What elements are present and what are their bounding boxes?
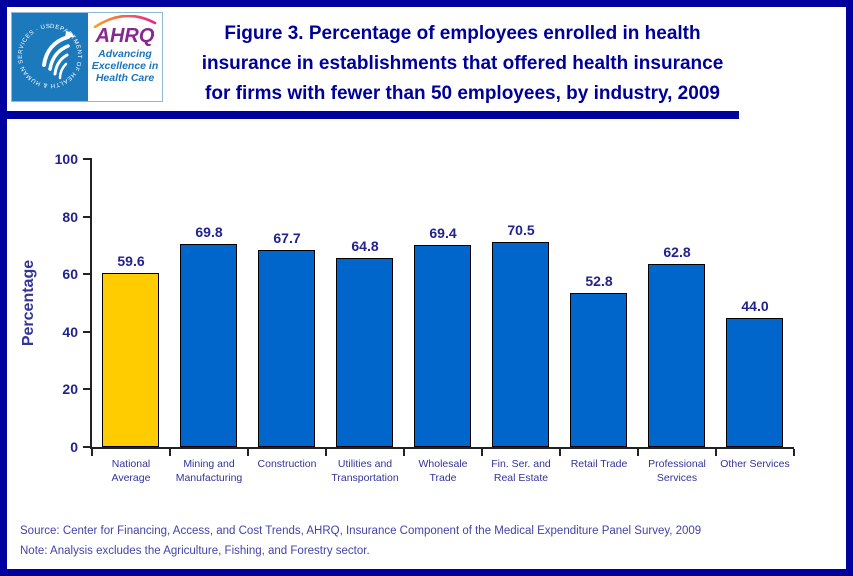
bar-industry (258, 250, 315, 447)
bar-industry (648, 264, 705, 447)
bar-column: 69.8 (170, 158, 248, 447)
header-divider-bar (7, 111, 739, 119)
category-label: Fin. Ser. and Real Estate (491, 458, 551, 484)
bar-column: 64.8 (326, 158, 404, 447)
x-axis-tick (637, 449, 639, 456)
ahrq-tagline: Advancing Excellence in Health Care (91, 48, 159, 84)
bar-column: 59.6 (92, 158, 170, 447)
category-label: Other Services (720, 458, 790, 470)
y-axis-tick-label: 80 (62, 208, 78, 225)
bar-column: 44.0 (716, 158, 794, 447)
category-label: Utilities and Transportation (331, 458, 399, 484)
bar-column: 69.4 (404, 158, 482, 447)
bar-value-label: 62.8 (663, 244, 691, 260)
ahrq-arc-icon (93, 15, 157, 28)
bar-column: 70.5 (482, 158, 560, 447)
x-axis-tick (169, 449, 171, 456)
hhs-seal: DEPARTMENT OF HEALTH & HUMAN SERVICES · … (10, 9, 88, 101)
x-axis-tick (715, 449, 717, 456)
category-label: Construction (257, 458, 317, 470)
bar-value-label: 59.6 (117, 253, 145, 269)
footer: Source: Center for Financing, Access, an… (20, 521, 826, 561)
bar-value-label: 69.8 (195, 224, 223, 240)
y-axis-tick-label: 100 (54, 151, 78, 167)
y-axis-tick (83, 158, 90, 160)
y-axis-tick-label: 60 (62, 266, 78, 283)
bar-value-label: 52.8 (585, 273, 613, 289)
bar-industry (726, 318, 783, 447)
bar-column: 67.7 (248, 158, 326, 447)
y-axis-tick (83, 446, 90, 448)
bar-column: 62.8 (638, 158, 716, 447)
ahrq-wordmark: AHRQ Advancing Excellence in Health Care (88, 13, 162, 101)
y-axis-tick (83, 215, 90, 218)
category-label: National Average (111, 458, 151, 484)
category-label: Wholesale Trade (418, 458, 468, 484)
figure-title-line-3: for firms with fewer than 50 employees, … (205, 83, 720, 104)
category-label: Mining and Manufacturing (175, 458, 243, 484)
figure-title: Figure 3. Percentage of employees enroll… (165, 19, 760, 109)
ahrq-acronym: AHRQ (95, 25, 155, 47)
bar-national-average (102, 273, 159, 447)
bar-value-label: 67.7 (273, 230, 301, 246)
x-axis-tick (559, 449, 561, 456)
y-axis-tick-label: 20 (62, 381, 78, 398)
y-axis-tick (83, 388, 90, 391)
hhs-eagle-icon: DEPARTMENT OF HEALTH & HUMAN SERVICES · … (10, 9, 82, 88)
y-axis-tick (83, 273, 90, 276)
bar-industry (180, 244, 237, 447)
analysis-note: Note: Analysis excludes the Agriculture,… (20, 545, 370, 557)
bar-chart-plot-area: 0 20 40 60 80 100 59.6 National Average 69.8 Mini… (55, 151, 795, 484)
category-label: Professional Services (648, 458, 706, 484)
x-axis-tick (247, 449, 249, 456)
y-axis-tick (83, 330, 90, 333)
y-axis-tick-label: 0 (70, 439, 78, 455)
source-note: Source: Center for Financing, Access, an… (20, 525, 702, 537)
x-axis-tick (403, 449, 405, 456)
bar-industry (570, 293, 627, 447)
ahrq-hhs-logo: DEPARTMENT OF HEALTH & HUMAN SERVICES · … (10, 9, 163, 102)
bar-value-label: 70.5 (507, 222, 535, 238)
x-axis-tick (325, 449, 327, 456)
bar-industry (336, 258, 393, 447)
x-axis-tick (481, 449, 483, 456)
category-label: Retail Trade (570, 458, 628, 470)
bar-column: 52.8 (560, 158, 638, 447)
bar-value-label: 69.4 (429, 225, 457, 241)
bar-industry (492, 242, 549, 447)
x-axis-tick (91, 449, 93, 456)
x-axis-tick (793, 449, 795, 456)
bar-value-label: 44.0 (741, 298, 769, 314)
bar-value-label: 64.8 (351, 238, 379, 254)
bar-industry (414, 245, 471, 447)
figure-title-line-1: Figure 3. Percentage of employees enroll… (224, 23, 701, 44)
y-axis-title: Percentage (20, 259, 38, 346)
y-axis-tick-label: 40 (62, 323, 78, 340)
figure-title-line-2: insurance in establishments that offered… (201, 53, 724, 74)
